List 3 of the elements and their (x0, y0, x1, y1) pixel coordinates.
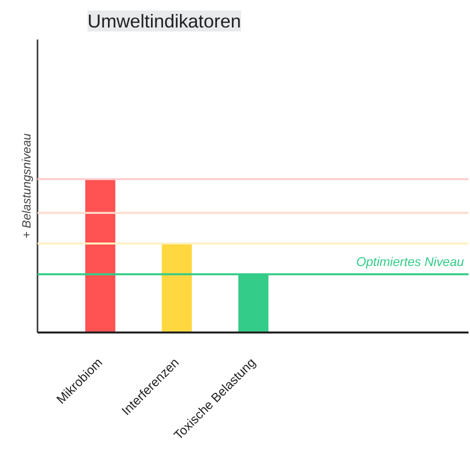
chart-title: Umweltindikatoren (88, 10, 241, 32)
ref-line-label: Optimiertes Niveau (356, 255, 464, 270)
y-axis-title: + Belastungsniveau (20, 133, 34, 239)
